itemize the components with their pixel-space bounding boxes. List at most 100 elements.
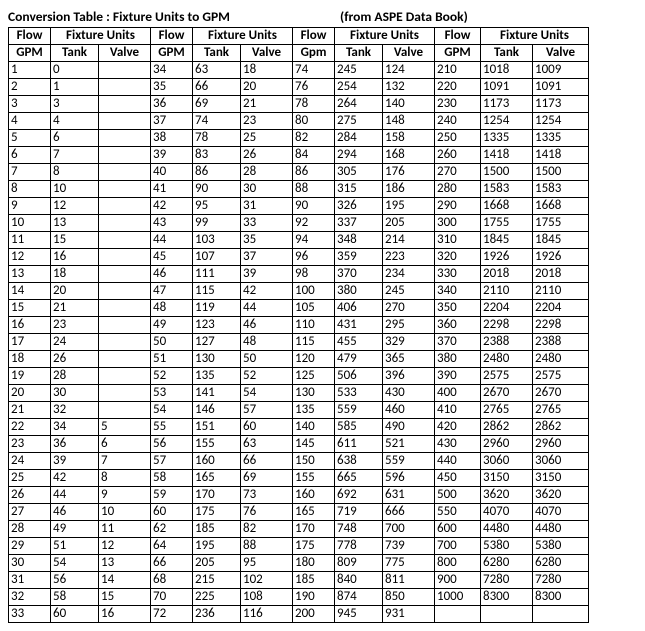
table-cell: 406 xyxy=(335,300,383,317)
col-gpm: Gpm xyxy=(293,45,335,62)
table-cell: 10 xyxy=(99,504,151,521)
table-row: 131846111399837023433020182018 xyxy=(9,266,589,283)
table-cell: 120 xyxy=(293,351,335,368)
table-cell: 611 xyxy=(335,436,383,453)
table-cell: 775 xyxy=(383,555,435,572)
table-cell: 42 xyxy=(151,198,193,215)
table-cell: 533 xyxy=(335,385,383,402)
table-cell: 4480 xyxy=(533,521,589,538)
table-row: 103463187424512421010181009 xyxy=(9,62,589,79)
table-cell: 31 xyxy=(9,572,51,589)
table-cell: 3 xyxy=(51,96,99,113)
table-cell: 12 xyxy=(99,538,151,555)
table-cell: 66 xyxy=(193,79,241,96)
table-cell: 6 xyxy=(51,130,99,147)
table-cell: 127 xyxy=(193,334,241,351)
table-cell: 1254 xyxy=(533,113,589,130)
table-cell: 51 xyxy=(151,351,193,368)
table-cell: 2204 xyxy=(481,300,533,317)
table-cell: 103 xyxy=(193,232,241,249)
table-cell: 15 xyxy=(51,232,99,249)
table-cell: 200 xyxy=(293,606,335,623)
table-cell: 365 xyxy=(383,351,435,368)
table-cell: 3060 xyxy=(533,453,589,470)
table-cell: 99 xyxy=(193,215,241,232)
table-cell: 23 xyxy=(9,436,51,453)
table-cell: 14 xyxy=(99,572,151,589)
table-row: 443774238027514824012541254 xyxy=(9,113,589,130)
table-cell: 132 xyxy=(383,79,435,96)
table-cell: 2575 xyxy=(533,368,589,385)
table-cell: 290 xyxy=(435,198,481,215)
table-row: 295112641958817577873970053805380 xyxy=(9,538,589,555)
table-cell: 348 xyxy=(335,232,383,249)
table-cell: 105 xyxy=(293,300,335,317)
table-cell: 72 xyxy=(151,606,193,623)
table-row: 673983268429416826014181418 xyxy=(9,147,589,164)
page-title: Conversion Table : Fixture Units to GPM xyxy=(8,8,340,25)
table-cell: 20 xyxy=(9,385,51,402)
table-cell xyxy=(99,334,151,351)
table-cell: 600 xyxy=(435,521,481,538)
table-cell: 44 xyxy=(51,487,99,504)
table-cell: 42 xyxy=(241,283,293,300)
table-cell: 25 xyxy=(9,470,51,487)
table-cell: 49 xyxy=(151,317,193,334)
table-cell: 1000 xyxy=(435,589,481,606)
table-cell: 1173 xyxy=(481,96,533,113)
table-cell: 37 xyxy=(241,249,293,266)
table-cell: 160 xyxy=(193,453,241,470)
table-cell: 74 xyxy=(293,62,335,79)
col-fixture-units: Fixture Units xyxy=(335,28,435,45)
table-cell: 400 xyxy=(435,385,481,402)
table-cell: 95 xyxy=(241,555,293,572)
table-cell: 35 xyxy=(241,232,293,249)
table-cell: 175 xyxy=(193,504,241,521)
table-cell: 5 xyxy=(9,130,51,147)
table-cell: 58 xyxy=(151,470,193,487)
table-cell: 294 xyxy=(335,147,383,164)
table-cell: 23 xyxy=(241,113,293,130)
table-row: 121645107379635922332019261926 xyxy=(9,249,589,266)
table-cell xyxy=(481,606,533,623)
table-cell: 550 xyxy=(435,504,481,521)
table-cell: 110 xyxy=(293,317,335,334)
table-cell: 1 xyxy=(51,79,99,96)
table-row: 784086288630517627015001500 xyxy=(9,164,589,181)
table-cell: 479 xyxy=(335,351,383,368)
col-fixture-units: Fixture Units xyxy=(193,28,293,45)
table-cell: 90 xyxy=(193,181,241,198)
table-cell xyxy=(99,181,151,198)
table-cell: 6280 xyxy=(533,555,589,572)
table-cell: 130 xyxy=(293,385,335,402)
table-cell: 225 xyxy=(193,589,241,606)
table-cell: 160 xyxy=(293,487,335,504)
table-cell: 254 xyxy=(335,79,383,96)
table-cell: 57 xyxy=(241,402,293,419)
table-cell: 175 xyxy=(293,538,335,555)
table-cell: 236 xyxy=(193,606,241,623)
col-gpm: GPM xyxy=(151,45,193,62)
table-cell: 66 xyxy=(241,453,293,470)
table-cell: 130 xyxy=(193,351,241,368)
table-cell: 2862 xyxy=(533,419,589,436)
table-cell: 92 xyxy=(293,215,335,232)
table-cell: 2670 xyxy=(481,385,533,402)
table-cell: 39 xyxy=(51,453,99,470)
table-cell: 10 xyxy=(51,181,99,198)
table-cell: 76 xyxy=(293,79,335,96)
table-cell xyxy=(533,606,589,623)
table-cell: 44 xyxy=(241,300,293,317)
table-cell: 1755 xyxy=(481,215,533,232)
table-cell: 124 xyxy=(383,62,435,79)
table-cell: 42 xyxy=(51,470,99,487)
table-cell: 155 xyxy=(293,470,335,487)
table-cell: 52 xyxy=(241,368,293,385)
table-row: 284911621858217074870060044804480 xyxy=(9,521,589,538)
col-flow: Flow xyxy=(151,28,193,45)
table-cell: 1173 xyxy=(533,96,589,113)
table-cell: 320 xyxy=(435,249,481,266)
table-cell: 55 xyxy=(151,419,193,436)
table-cell xyxy=(99,232,151,249)
table-cell: 47 xyxy=(151,283,193,300)
